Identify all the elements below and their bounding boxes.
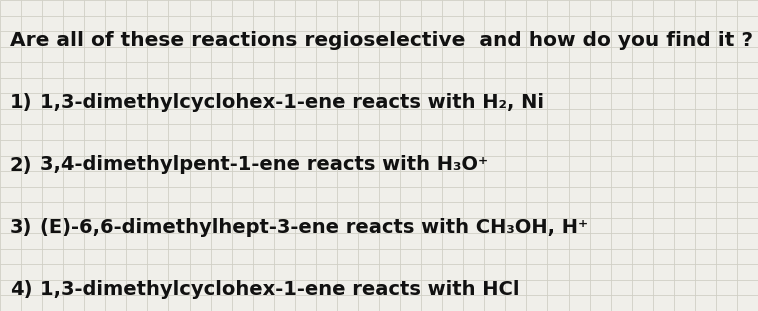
Text: 2): 2) bbox=[10, 156, 33, 174]
Text: 3,4-dimethylpent-1-ene reacts with H₃O⁺: 3,4-dimethylpent-1-ene reacts with H₃O⁺ bbox=[40, 156, 488, 174]
Text: 1,3-dimethylcyclohex-1-ene reacts with HCl: 1,3-dimethylcyclohex-1-ene reacts with H… bbox=[40, 280, 520, 299]
Text: 4): 4) bbox=[10, 280, 33, 299]
Text: 1): 1) bbox=[10, 93, 33, 112]
Text: Are all of these reactions regioselective  and how do you find it ?: Are all of these reactions regioselectiv… bbox=[10, 31, 753, 50]
Text: 3): 3) bbox=[10, 218, 33, 237]
Text: (E)-6,6-dimethylhept-3-ene reacts with CH₃OH, H⁺: (E)-6,6-dimethylhept-3-ene reacts with C… bbox=[40, 218, 588, 237]
Text: 1,3-dimethylcyclohex-1-ene reacts with H₂, Ni: 1,3-dimethylcyclohex-1-ene reacts with H… bbox=[40, 93, 544, 112]
